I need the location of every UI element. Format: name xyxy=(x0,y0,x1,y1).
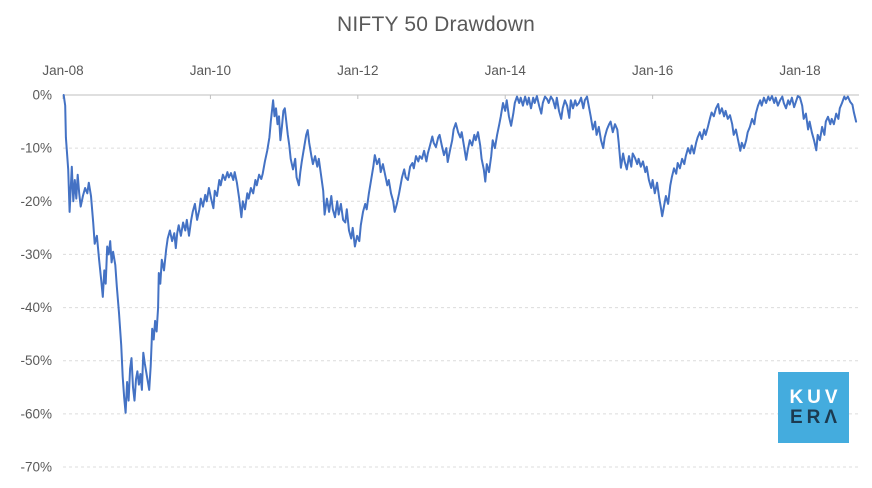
y-axis-label: 0% xyxy=(32,88,52,103)
y-axis-label: -70% xyxy=(20,460,52,475)
x-axis-label: Jan-16 xyxy=(632,63,673,78)
x-axis-label: Jan-14 xyxy=(485,63,527,78)
y-axis-label: -10% xyxy=(20,141,52,156)
y-axis-label: -30% xyxy=(20,247,52,262)
chart-title: NIFTY 50 Drawdown xyxy=(337,13,535,36)
y-axis-label: -60% xyxy=(20,406,52,421)
y-axis-label: -40% xyxy=(20,300,52,315)
x-axis-label: Jan-18 xyxy=(779,63,820,78)
x-axis-label: Jan-08 xyxy=(42,63,83,78)
y-axis-label: -20% xyxy=(20,194,52,209)
x-axis-label: Jan-12 xyxy=(337,63,378,78)
x-axis-label: Jan-10 xyxy=(190,63,231,78)
kuvera-logo: KUV ERΛ xyxy=(778,372,849,443)
kuvera-logo-line1: KUV xyxy=(789,386,842,408)
kuvera-logo-line2: ERΛ xyxy=(789,406,842,428)
y-axis-label: -50% xyxy=(20,353,52,368)
drawdown-line xyxy=(62,94,858,414)
